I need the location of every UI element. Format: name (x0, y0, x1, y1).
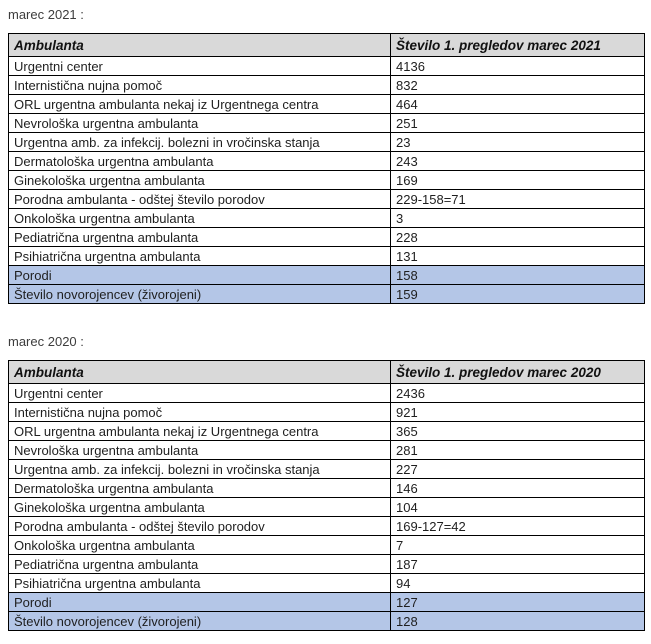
cell-count: 281 (390, 440, 645, 460)
cell-count: 365 (390, 421, 645, 441)
cell-ambulanta: ORL urgentna ambulanta nekaj iz Urgentne… (8, 421, 391, 441)
table-marec-2020: Ambulanta Število 1. pregledov marec 202… (8, 360, 645, 631)
cell-ambulanta: Dermatološka urgentna ambulanta (8, 151, 391, 171)
cell-ambulanta: Porodna ambulanta - odštej število porod… (8, 189, 391, 209)
table-row: Internistična nujna pomoč 921 (8, 402, 645, 422)
cell-count: 23 (390, 132, 645, 152)
cell-ambulanta: Onkološka urgentna ambulanta (8, 208, 391, 228)
table-row: Porodna ambulanta - odštej število porod… (8, 516, 645, 536)
cell-count: 146 (390, 478, 645, 498)
table-row: Dermatološka urgentna ambulanta 146 (8, 478, 645, 498)
cell-ambulanta: Nevrološka urgentna ambulanta (8, 113, 391, 133)
table-row: Onkološka urgentna ambulanta 7 (8, 535, 645, 555)
cell-count: 251 (390, 113, 645, 133)
table-row: Porodna ambulanta - odštej število porod… (8, 189, 645, 209)
cell-count: 832 (390, 75, 645, 95)
table-row: Ginekološka urgentna ambulanta 104 (8, 497, 645, 517)
table-header-row: Ambulanta Število 1. pregledov marec 202… (8, 360, 645, 384)
cell-count: 131 (390, 246, 645, 266)
cell-ambulanta: Urgentni center (8, 383, 391, 403)
table-row: Dermatološka urgentna ambulanta 243 (8, 151, 645, 171)
cell-count: 128 (390, 611, 645, 631)
table-row: ORL urgentna ambulanta nekaj iz Urgentne… (8, 94, 645, 114)
column-header-count: Število 1. pregledov marec 2020 (390, 360, 645, 384)
table-row: Število novorojencev (živorojeni) 159 (8, 284, 645, 304)
cell-count: 104 (390, 497, 645, 517)
table-row: Ginekološka urgentna ambulanta 169 (8, 170, 645, 190)
table-marec-2021: Ambulanta Število 1. pregledov marec 202… (8, 33, 645, 304)
table-row: Internistična nujna pomoč 832 (8, 75, 645, 95)
cell-ambulanta: Porodi (8, 592, 391, 612)
section-label-marec-2021: marec 2021 : (8, 7, 84, 22)
cell-ambulanta: Pediatrična urgentna ambulanta (8, 554, 391, 574)
cell-ambulanta: Urgentni center (8, 56, 391, 76)
cell-ambulanta: Urgentna amb. za infekcij. bolezni in vr… (8, 132, 391, 152)
column-header-ambulanta: Ambulanta (8, 360, 391, 384)
cell-ambulanta: Psihiatrična urgentna ambulanta (8, 573, 391, 593)
table-row: Nevrološka urgentna ambulanta 281 (8, 440, 645, 460)
table-row: Porodi 127 (8, 592, 645, 612)
cell-ambulanta: Število novorojencev (živorojeni) (8, 284, 391, 304)
table-row: Pediatrična urgentna ambulanta 228 (8, 227, 645, 247)
section-label-marec-2020: marec 2020 : (8, 334, 84, 349)
cell-ambulanta: Ginekološka urgentna ambulanta (8, 170, 391, 190)
table-row: Onkološka urgentna ambulanta 3 (8, 208, 645, 228)
table-row: Urgentni center 2436 (8, 383, 645, 403)
column-header-ambulanta: Ambulanta (8, 33, 391, 57)
cell-count: 921 (390, 402, 645, 422)
column-header-count: Število 1. pregledov marec 2021 (390, 33, 645, 57)
cell-ambulanta: Porodi (8, 265, 391, 285)
cell-count: 169-127=42 (390, 516, 645, 536)
table-row: Urgentna amb. za infekcij. bolezni in vr… (8, 132, 645, 152)
table-row: Nevrološka urgentna ambulanta 251 (8, 113, 645, 133)
cell-ambulanta: Urgentna amb. za infekcij. bolezni in vr… (8, 459, 391, 479)
cell-count: 464 (390, 94, 645, 114)
cell-ambulanta: Psihiatrična urgentna ambulanta (8, 246, 391, 266)
cell-count: 228 (390, 227, 645, 247)
table-row: Število novorojencev (živorojeni) 128 (8, 611, 645, 631)
cell-count: 94 (390, 573, 645, 593)
cell-ambulanta: Porodna ambulanta - odštej število porod… (8, 516, 391, 536)
cell-ambulanta: Nevrološka urgentna ambulanta (8, 440, 391, 460)
cell-ambulanta: Internistična nujna pomoč (8, 75, 391, 95)
cell-count: 127 (390, 592, 645, 612)
cell-count: 7 (390, 535, 645, 555)
cell-ambulanta: Internistična nujna pomoč (8, 402, 391, 422)
table-row: Psihiatrična urgentna ambulanta 131 (8, 246, 645, 266)
cell-count: 158 (390, 265, 645, 285)
cell-ambulanta: ORL urgentna ambulanta nekaj iz Urgentne… (8, 94, 391, 114)
table-row: Porodi 158 (8, 265, 645, 285)
table-row: Psihiatrična urgentna ambulanta 94 (8, 573, 645, 593)
table-row: Urgentni center 4136 (8, 56, 645, 76)
cell-count: 227 (390, 459, 645, 479)
cell-count: 187 (390, 554, 645, 574)
table-row: Pediatrična urgentna ambulanta 187 (8, 554, 645, 574)
cell-count: 229-158=71 (390, 189, 645, 209)
cell-ambulanta: Pediatrična urgentna ambulanta (8, 227, 391, 247)
table-header-row: Ambulanta Število 1. pregledov marec 202… (8, 33, 645, 57)
table-row: ORL urgentna ambulanta nekaj iz Urgentne… (8, 421, 645, 441)
cell-ambulanta: Število novorojencev (živorojeni) (8, 611, 391, 631)
cell-ambulanta: Dermatološka urgentna ambulanta (8, 478, 391, 498)
cell-count: 243 (390, 151, 645, 171)
cell-count: 3 (390, 208, 645, 228)
cell-count: 4136 (390, 56, 645, 76)
cell-count: 169 (390, 170, 645, 190)
cell-count: 2436 (390, 383, 645, 403)
table-row: Urgentna amb. za infekcij. bolezni in vr… (8, 459, 645, 479)
cell-ambulanta: Onkološka urgentna ambulanta (8, 535, 391, 555)
cell-ambulanta: Ginekološka urgentna ambulanta (8, 497, 391, 517)
cell-count: 159 (390, 284, 645, 304)
